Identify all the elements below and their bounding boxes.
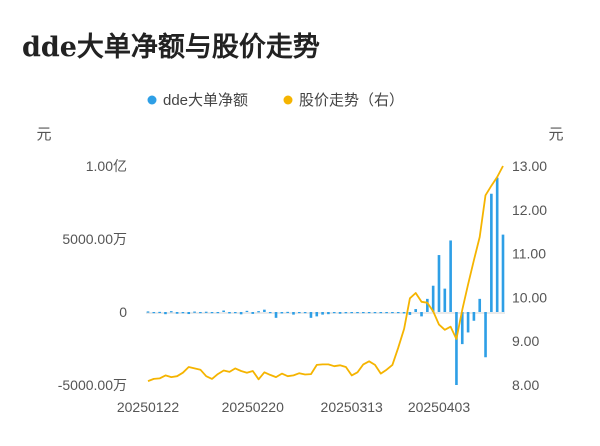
dde-bar bbox=[315, 312, 319, 317]
left-tick-label: -5000.00万 bbox=[58, 377, 127, 393]
dde-bar bbox=[199, 312, 202, 314]
left-axis-unit: 元 bbox=[36, 126, 51, 143]
dde-bar bbox=[286, 311, 289, 314]
left-tick-label: 5000.00万 bbox=[62, 231, 127, 247]
dde-bar bbox=[210, 312, 214, 314]
x-tick-label: 20250122 bbox=[117, 399, 180, 415]
right-tick-label: 13.00 bbox=[512, 158, 547, 174]
dde-bar bbox=[484, 312, 487, 358]
chart-title: dde大单净额与股价走势 bbox=[22, 32, 320, 63]
dde-bar bbox=[426, 298, 429, 312]
dde-bar bbox=[216, 312, 220, 314]
legend: dde大单净额 股价走势（右） bbox=[147, 92, 404, 109]
legend-label-price: 股价走势（右） bbox=[299, 92, 404, 109]
dde-bar bbox=[362, 312, 365, 314]
dde-bar bbox=[303, 312, 307, 314]
dde-bar bbox=[181, 312, 185, 314]
dde-bar bbox=[402, 312, 406, 314]
dde-bar bbox=[472, 312, 476, 321]
dde-bar bbox=[332, 312, 336, 314]
dde-bar bbox=[309, 312, 313, 318]
dde-bar bbox=[245, 310, 249, 313]
right-tick-label: 10.00 bbox=[512, 289, 547, 305]
dde-bar bbox=[344, 312, 348, 314]
dde-bar bbox=[396, 312, 400, 314]
left-axis-ticks: 1.00亿 5000.00万 0 -5000.00万 bbox=[58, 158, 127, 393]
right-axis-ticks: 13.00 12.00 11.00 10.00 9.00 8.00 bbox=[512, 158, 547, 393]
dde-bar bbox=[478, 298, 482, 312]
dde-bar bbox=[356, 312, 359, 314]
right-axis-unit: 元 bbox=[548, 126, 563, 143]
dde-bar bbox=[263, 309, 266, 312]
dde-bar bbox=[169, 311, 173, 313]
dde-bar bbox=[391, 312, 394, 314]
dde-bar bbox=[280, 312, 284, 314]
left-tick-label: 0 bbox=[119, 304, 127, 320]
right-tick-label: 12.00 bbox=[512, 202, 547, 218]
right-tick-label: 8.00 bbox=[512, 377, 539, 393]
dde-bar bbox=[233, 312, 237, 314]
dde-bar bbox=[455, 312, 458, 385]
dde-bar bbox=[350, 312, 353, 314]
dde-bar bbox=[251, 312, 255, 314]
left-tick-label: 1.00亿 bbox=[86, 158, 127, 174]
right-tick-label: 9.00 bbox=[512, 333, 539, 349]
dde-bar bbox=[443, 288, 447, 312]
price-line bbox=[147, 165, 504, 382]
dde-bars bbox=[146, 177, 505, 385]
x-tick-label: 20250220 bbox=[222, 399, 285, 415]
dde-bar bbox=[414, 309, 418, 312]
dde-bar bbox=[257, 311, 260, 313]
dde-bar bbox=[228, 312, 231, 314]
dde-bar bbox=[373, 312, 377, 314]
dde-bar bbox=[298, 312, 301, 314]
x-tick-label: 20250403 bbox=[408, 399, 471, 415]
dde-bar bbox=[239, 312, 243, 315]
dde-bar bbox=[292, 312, 295, 315]
dde-bar bbox=[146, 311, 150, 313]
dde-bar bbox=[437, 255, 441, 312]
dde-bar bbox=[460, 312, 464, 345]
dde-bar bbox=[152, 312, 156, 314]
legend-marker-dde bbox=[147, 95, 157, 105]
dde-bar bbox=[158, 311, 161, 314]
dde-bar bbox=[495, 177, 499, 312]
legend-marker-price bbox=[283, 95, 293, 105]
x-axis-ticks: 20250122 20250220 20250313 20250403 bbox=[117, 399, 470, 415]
dde-bar bbox=[327, 312, 330, 315]
dde-bar bbox=[501, 234, 505, 312]
dde-bar bbox=[321, 312, 324, 315]
dde-bar bbox=[449, 240, 452, 312]
dde-bar bbox=[379, 312, 383, 314]
dde-bar bbox=[274, 312, 278, 318]
dde-bar bbox=[175, 312, 179, 314]
x-tick-label: 20250313 bbox=[321, 399, 384, 415]
dde-bar bbox=[431, 285, 435, 312]
dde-bar bbox=[222, 310, 225, 312]
dde-bar bbox=[466, 312, 470, 333]
right-tick-label: 11.00 bbox=[512, 246, 546, 262]
legend-label-dde: dde大单净额 bbox=[163, 92, 248, 109]
dde-bar bbox=[385, 312, 388, 314]
dde-bar bbox=[367, 312, 371, 314]
dde-bar bbox=[268, 312, 272, 314]
dde-bar bbox=[204, 311, 208, 313]
dde-bar bbox=[490, 193, 493, 312]
dde-bar bbox=[164, 312, 167, 315]
dde-bar bbox=[193, 311, 196, 313]
dde-bar bbox=[338, 312, 342, 314]
dde-bar bbox=[187, 312, 191, 315]
dde-bar bbox=[408, 312, 412, 315]
dde-bar bbox=[420, 312, 423, 317]
